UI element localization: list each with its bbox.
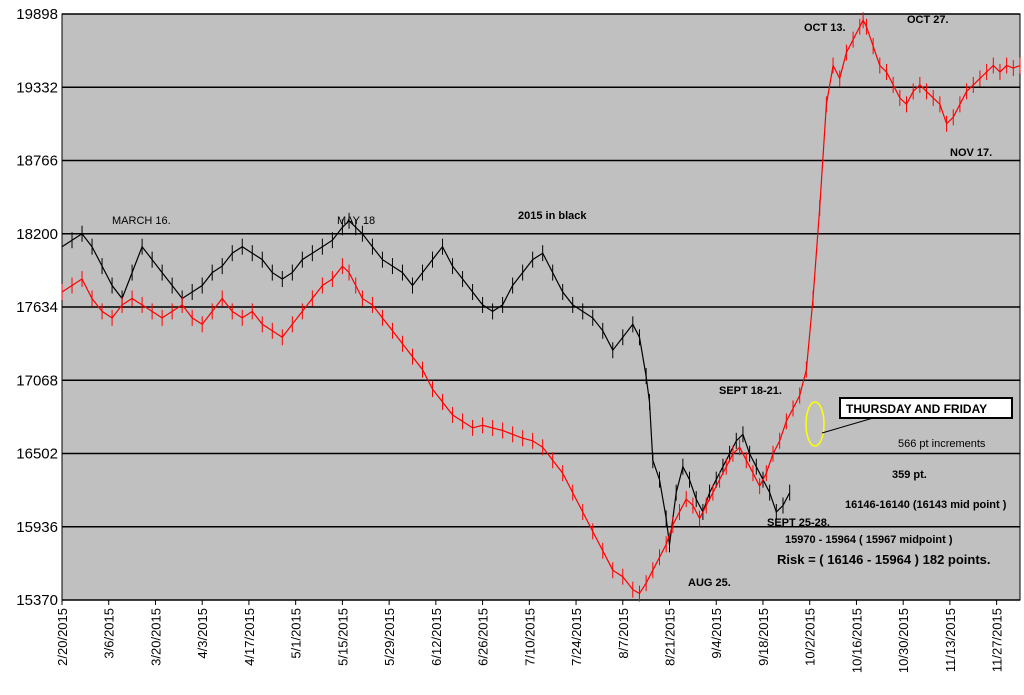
annotation-risk: Risk = ( 16146 - 15964 ) 182 points. [777, 552, 991, 567]
annotations: MARCH 16. MAY 18 2015 in black OCT 13. O… [112, 14, 1013, 589]
series-line [61, 219, 791, 545]
series-black [61, 212, 791, 553]
x-tick-label: 6/12/2015 [429, 608, 444, 666]
y-tick-label: 16502 [16, 446, 58, 463]
y-tick-label: 19332 [16, 79, 58, 96]
y-tick-label: 18766 [16, 153, 58, 170]
annotation-increments: 566 pt increments [898, 438, 986, 450]
x-tick-label: 2/20/2015 [55, 608, 70, 666]
x-tick-label: 7/10/2015 [522, 608, 537, 666]
x-tick-label: 7/24/2015 [569, 608, 584, 666]
annotation-aug25: AUG 25. [688, 577, 731, 589]
annotation-range2: 15970 - 15964 ( 15967 midpoint ) [785, 534, 953, 546]
x-tick-label: 11/13/2015 [943, 608, 958, 672]
x-tick-label: 4/17/2015 [242, 608, 257, 666]
x-tick-label: 10/2/2015 [803, 608, 818, 666]
x-tick-label: 5/1/2015 [289, 608, 304, 659]
callout-box [839, 397, 1013, 419]
x-tick-label: 10/30/2015 [896, 608, 911, 673]
x-tick-label: 3/20/2015 [148, 608, 163, 666]
annotation-range1: 16146-16140 (16143 mid point ) [845, 499, 1007, 511]
annotation-oct27: OCT 27. [907, 14, 949, 26]
x-tick-label: 8/21/2015 [663, 608, 678, 666]
annotation-sept1821: SEPT 18-21. [719, 385, 782, 397]
annotation-359pt: 359 pt. [892, 469, 927, 481]
gridlines [62, 13, 1020, 601]
annotation-nov17: NOV 17. [950, 147, 992, 159]
annotation-sept2528: SEPT 25-28. [767, 517, 830, 529]
y-tick-label: 15936 [16, 519, 58, 536]
x-tick-label: 3/6/2015 [102, 608, 117, 659]
y-tick-label: 15370 [16, 592, 58, 609]
y-tick-label: 17068 [16, 372, 58, 389]
y-tick-label: 19898 [16, 6, 58, 23]
x-tick-label: 9/4/2015 [709, 608, 724, 659]
annotation-thursday-friday: THURSDAY AND FRIDAY [846, 402, 987, 416]
y-tick-label: 18200 [16, 226, 58, 243]
x-axis: 2/20/2015 3/6/2015 3/20/2015 4/3/2015 4/17/2… [55, 600, 1005, 673]
x-tick-label: 6/26/2015 [476, 608, 491, 666]
x-tick-label: 5/15/2015 [335, 608, 350, 666]
x-tick-label: 10/16/2015 [849, 608, 864, 673]
x-tick-label: 5/29/2015 [382, 608, 397, 666]
series-red [61, 12, 1021, 602]
x-tick-label: 11/27/2015 [990, 608, 1005, 672]
x-tick-label: 8/7/2015 [616, 608, 631, 659]
annotation-march16: MARCH 16. [112, 215, 171, 227]
annotation-may18: MAY 18 [337, 215, 375, 227]
y-axis: 15370 15936 16502 17068 17634 18200 18766 19332… [16, 6, 58, 609]
series-line [61, 18, 1021, 595]
x-tick-label: 9/18/2015 [756, 608, 771, 666]
annotation-in-black: 2015 in black [518, 210, 587, 222]
annotation-oct13: OCT 13. [804, 22, 846, 34]
y-tick-label: 17634 [16, 299, 58, 316]
highlight-ellipse [805, 401, 825, 447]
x-tick-label: 4/3/2015 [195, 608, 210, 659]
